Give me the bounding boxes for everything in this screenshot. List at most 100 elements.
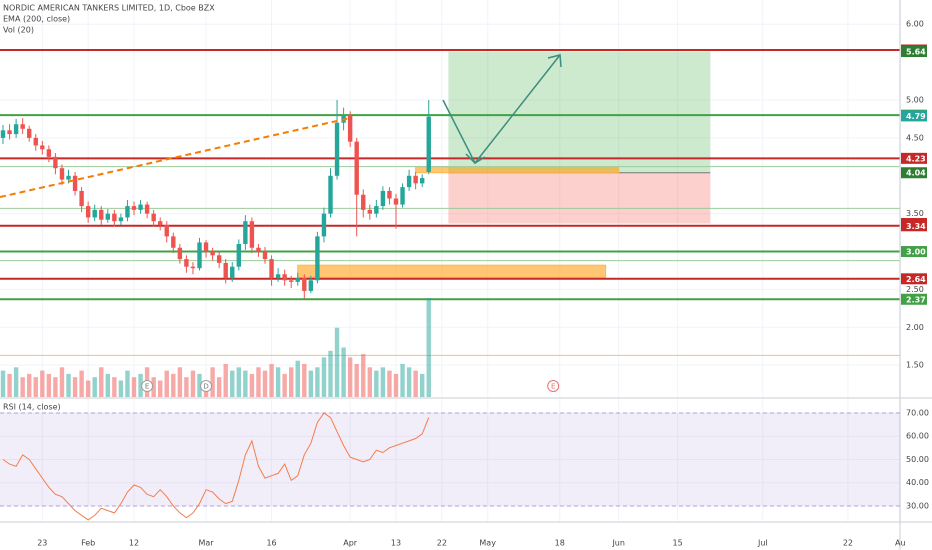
- candle-body: [0, 130, 6, 138]
- volume-bar: [256, 367, 261, 397]
- chart-title: NORDIC AMERICAN TANKERS LIMITED, 1D, Cbo…: [3, 4, 215, 13]
- event-marker: [141, 380, 154, 392]
- candle-body: [380, 190, 386, 207]
- candle-body: [269, 259, 274, 279]
- price-label-box: [901, 167, 927, 179]
- candle-body: [144, 204, 150, 214]
- price-label: 2.64: [906, 275, 926, 284]
- rsi-line: [2, 412, 430, 521]
- volume-bar: [92, 377, 97, 397]
- price-label: 3.34: [906, 222, 926, 231]
- volume-bar: [347, 357, 353, 397]
- volume-bar: [171, 373, 176, 397]
- candle-body: [46, 149, 52, 157]
- candle-body: [302, 278, 307, 291]
- volume-bar: [0, 370, 6, 397]
- volume-bar: [131, 377, 137, 397]
- volume-bar: [262, 370, 268, 397]
- volume-bar: [315, 367, 320, 397]
- x-tick-label: 15: [673, 539, 683, 548]
- volume-bar: [46, 373, 52, 397]
- price-label: 4.04: [906, 169, 926, 178]
- candle-body: [197, 242, 202, 269]
- candle-body: [406, 175, 412, 188]
- candle-body: [256, 247, 261, 252]
- volume-bar: [387, 370, 392, 397]
- volume-bar: [374, 370, 379, 397]
- price-label-box: [901, 246, 927, 258]
- x-tick-label: 16: [266, 539, 276, 548]
- volume-bar: [367, 367, 372, 397]
- candle-body: [354, 141, 359, 195]
- candle-body: [72, 175, 78, 191]
- candle-body: [190, 266, 196, 269]
- zone: [297, 264, 607, 278]
- zone: [415, 166, 620, 174]
- candle-body: [374, 206, 379, 214]
- volume-bar: [413, 370, 418, 397]
- volume-bar: [27, 373, 32, 397]
- volume-bar: [400, 364, 405, 397]
- volume-bar: [164, 370, 169, 397]
- price-label-box: [901, 152, 927, 164]
- candle-body: [262, 251, 268, 260]
- candle-body: [387, 190, 392, 199]
- candle-body: [7, 130, 12, 135]
- candle-body: [275, 274, 281, 279]
- x-tick-label: Au: [895, 539, 906, 548]
- candle-body: [289, 280, 294, 282]
- candle-body: [105, 213, 111, 220]
- x-tick-label: 22: [437, 539, 447, 548]
- price-label-box: [901, 273, 927, 285]
- volume-bar: [158, 380, 163, 397]
- volume-bar: [341, 347, 346, 397]
- volume-bar: [275, 367, 281, 397]
- candle-body: [223, 262, 228, 279]
- candle-body: [118, 217, 124, 222]
- candle-body: [27, 128, 32, 138]
- volume-bar: [210, 367, 215, 397]
- volume-bar: [295, 360, 300, 397]
- volume-bar: [236, 367, 242, 397]
- volume-bar: [243, 370, 248, 397]
- candle-body: [393, 198, 399, 205]
- candle-body: [210, 251, 215, 256]
- candle-body: [367, 209, 372, 214]
- candle-body: [361, 194, 366, 210]
- profit-zone: [448, 51, 711, 173]
- volume-bar: [99, 367, 104, 397]
- x-tick-label: 13: [391, 539, 401, 548]
- volume-bar: [13, 367, 19, 397]
- candle-body: [13, 124, 19, 135]
- volume-bar: [328, 350, 333, 397]
- volume-bar: [354, 364, 359, 397]
- price-label: 4.23: [906, 154, 926, 163]
- candle-body: [203, 242, 209, 252]
- volume-bar: [269, 364, 274, 397]
- event-marker: [200, 380, 213, 392]
- volume-bar: [216, 377, 222, 397]
- volume-bar: [66, 373, 71, 397]
- x-tick-label: Apr: [343, 539, 358, 548]
- arrow-head: [547, 54, 562, 68]
- volume-bar: [125, 370, 130, 397]
- x-tick-label: 18: [555, 539, 565, 548]
- y-tick-label: 4.50: [906, 133, 924, 142]
- volume-bar: [230, 370, 235, 397]
- indicator-label: EMA (200, close): [3, 15, 70, 24]
- volume-bar: [282, 373, 287, 397]
- candle-body: [66, 175, 71, 180]
- candle-body: [59, 168, 65, 180]
- candle-body: [347, 115, 353, 142]
- candle-body: [85, 206, 91, 218]
- volume-bar: [289, 367, 294, 397]
- candle-body: [419, 178, 425, 184]
- x-tick-label: 22: [843, 539, 853, 548]
- candle-body: [177, 247, 183, 260]
- price-label-box: [901, 110, 927, 122]
- price-label-box: [901, 220, 927, 232]
- arrow-head: [465, 153, 486, 164]
- volume-bar: [138, 373, 143, 397]
- main-pane: [0, 49, 900, 397]
